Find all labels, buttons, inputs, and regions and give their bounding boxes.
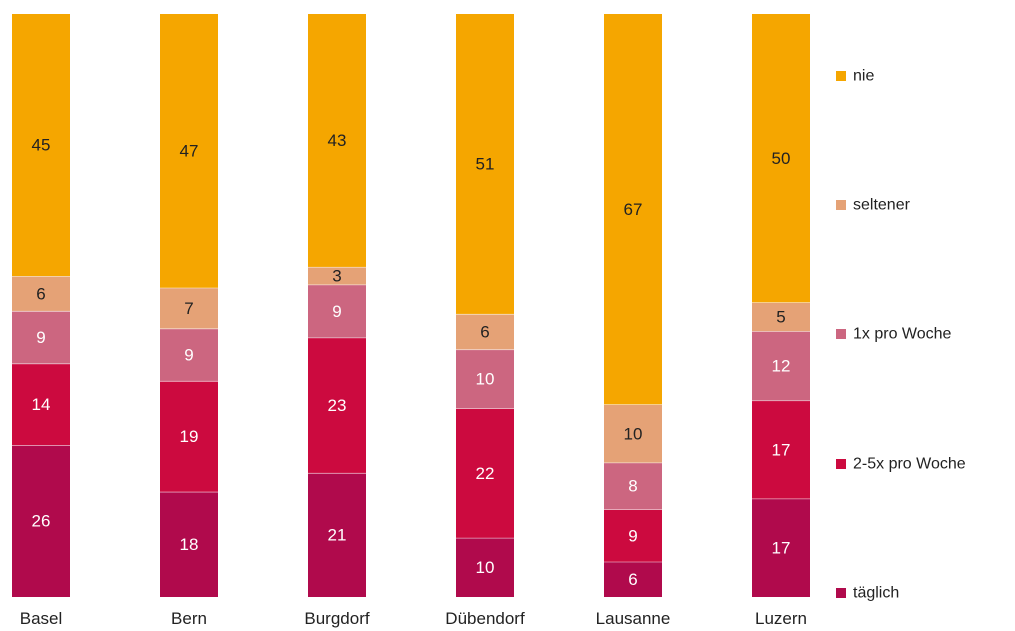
category-label-bern: Bern	[171, 609, 207, 628]
bar-segment-basel-taeglich	[12, 445, 70, 597]
legend-label-1x-pro-woche: 1x pro Woche	[853, 326, 952, 343]
value-label-luzern-1x-pro-woche: 12	[772, 357, 791, 376]
value-label-burgdorf-nie: 43	[328, 131, 347, 150]
value-label-duebendorf-taeglich: 10	[476, 558, 495, 577]
bar-segment-burgdorf-seltener	[308, 267, 366, 285]
legend-item-taeglich: täglich	[836, 585, 899, 602]
bar-segment-burgdorf-nie	[308, 14, 366, 268]
bar-segment-lausanne-2-5x-pro-woche	[604, 509, 662, 563]
value-label-basel-1x-pro-woche: 9	[36, 328, 45, 347]
bars-layer	[12, 14, 810, 597]
legend-item-1x-pro-woche: 1x pro Woche	[836, 326, 952, 343]
legend-swatch-1x-pro-woche	[836, 329, 846, 339]
bar-segment-duebendorf-1x-pro-woche	[456, 349, 514, 409]
value-label-lausanne-taeglich: 6	[628, 570, 637, 589]
legend: nie seltener 1x pro Woche 2-5x pro Woche täg…	[836, 68, 966, 602]
bar-segment-lausanne-1x-pro-woche	[604, 462, 662, 510]
bar-segment-luzern-seltener	[752, 302, 810, 332]
bar-segment-basel-1x-pro-woche	[12, 311, 70, 364]
value-label-duebendorf-1x-pro-woche: 10	[476, 370, 495, 389]
bar-segment-bern-taeglich	[160, 492, 218, 597]
legend-swatch-nie	[836, 71, 846, 81]
bar-segment-lausanne-nie	[604, 14, 662, 405]
bar-segment-bern-1x-pro-woche	[160, 328, 218, 382]
legend-label-nie: nie	[853, 68, 874, 85]
legend-swatch-taeglich	[836, 588, 846, 598]
bar-segment-duebendorf-taeglich	[456, 538, 514, 597]
value-label-lausanne-nie: 67	[624, 200, 643, 219]
category-label-lausanne: Lausanne	[596, 609, 671, 628]
category-axis: Basel Bern Burgdorf Dübendorf Lausanne Luzern	[20, 609, 807, 628]
value-label-bern-taeglich: 18	[180, 535, 199, 554]
value-label-luzern-nie: 50	[772, 149, 791, 168]
bar-segment-luzern-nie	[752, 14, 810, 303]
value-label-burgdorf-taeglich: 21	[328, 526, 347, 545]
bar-segment-lausanne-seltener	[604, 404, 662, 463]
bar-segment-burgdorf-1x-pro-woche	[308, 284, 366, 338]
value-label-burgdorf-1x-pro-woche: 9	[332, 302, 341, 321]
category-label-duebendorf: Dübendorf	[445, 609, 525, 628]
value-labels-layer: 26 14 9 6 45 18 19 9 7 47 21 23 9 3 43 10 22 10 6 51 6 9 8 10 67…	[32, 131, 791, 589]
value-label-lausanne-1x-pro-woche: 8	[628, 477, 637, 496]
value-label-bern-nie: 47	[180, 142, 199, 161]
value-label-bern-1x-pro-woche: 9	[184, 346, 193, 365]
bar-segment-lausanne-taeglich	[604, 562, 662, 597]
bar-segment-bern-nie	[160, 14, 218, 289]
value-label-basel-nie: 45	[32, 136, 51, 155]
value-label-luzern-2-5x-pro-woche: 17	[772, 440, 791, 459]
bar-segment-luzern-2-5x-pro-woche	[752, 400, 810, 499]
legend-swatch-seltener	[836, 200, 846, 210]
category-label-basel: Basel	[20, 609, 63, 628]
legend-label-taeglich: täglich	[853, 585, 899, 602]
value-label-basel-taeglich: 26	[32, 512, 51, 531]
bar-segment-duebendorf-nie	[456, 14, 514, 315]
legend-item-nie: nie	[836, 68, 874, 85]
value-label-basel-2-5x-pro-woche: 14	[32, 395, 51, 414]
category-label-luzern: Luzern	[755, 609, 807, 628]
value-label-basel-seltener: 6	[36, 284, 45, 303]
bar-segment-duebendorf-2-5x-pro-woche	[456, 408, 514, 539]
value-label-lausanne-2-5x-pro-woche: 9	[628, 526, 637, 545]
bar-segment-bern-2-5x-pro-woche	[160, 381, 218, 493]
bar-segment-basel-seltener	[12, 276, 70, 312]
category-label-burgdorf: Burgdorf	[304, 609, 369, 628]
bar-segment-duebendorf-seltener	[456, 314, 514, 350]
legend-swatch-2-5x-pro-woche	[836, 459, 846, 469]
value-label-burgdorf-2-5x-pro-woche: 23	[328, 396, 347, 415]
legend-label-2-5x-pro-woche: 2-5x pro Woche	[853, 456, 966, 473]
value-label-bern-2-5x-pro-woche: 19	[180, 427, 199, 446]
value-label-luzern-seltener: 5	[776, 308, 785, 327]
bar-segment-luzern-1x-pro-woche	[752, 331, 810, 401]
value-label-lausanne-seltener: 10	[624, 424, 643, 443]
bar-segment-luzern-taeglich	[752, 498, 810, 597]
bar-segment-burgdorf-taeglich	[308, 473, 366, 597]
bar-segment-basel-2-5x-pro-woche	[12, 363, 70, 446]
value-label-bern-seltener: 7	[184, 299, 193, 318]
value-label-luzern-taeglich: 17	[772, 538, 791, 557]
legend-label-seltener: seltener	[853, 197, 911, 214]
legend-item-seltener: seltener	[836, 197, 911, 214]
bar-segment-basel-nie	[12, 14, 70, 277]
legend-item-2-5x-pro-woche: 2-5x pro Woche	[836, 456, 966, 473]
value-label-duebendorf-nie: 51	[476, 155, 495, 174]
value-label-duebendorf-2-5x-pro-woche: 22	[476, 464, 495, 483]
bar-segment-bern-seltener	[160, 288, 218, 329]
value-label-burgdorf-seltener: 3	[332, 267, 341, 286]
bar-segment-burgdorf-2-5x-pro-woche	[308, 337, 366, 474]
value-label-duebendorf-seltener: 6	[480, 323, 489, 342]
